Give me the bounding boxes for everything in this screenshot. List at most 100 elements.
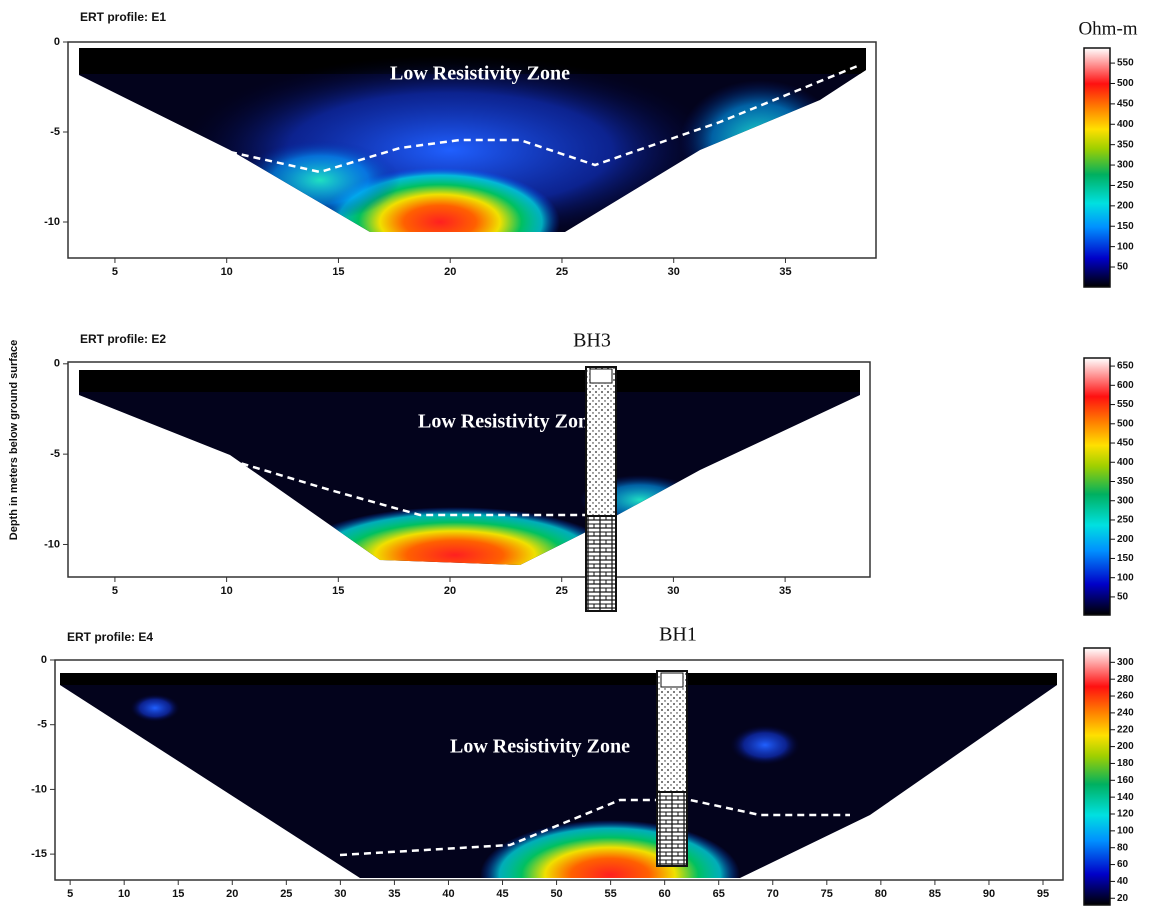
x-tick-label: 90 xyxy=(983,888,995,900)
x-tick-label: 35 xyxy=(779,266,791,278)
colorbar xyxy=(1083,647,1111,906)
colorbar-tick-label: 150 xyxy=(1117,221,1134,232)
x-tick-label: 30 xyxy=(334,888,346,900)
colorbar-tick-label: 100 xyxy=(1117,825,1134,836)
borehole-sand xyxy=(585,366,617,517)
resistivity-blob xyxy=(295,507,615,565)
boundary-line xyxy=(229,63,861,174)
x-tick-label: 25 xyxy=(556,585,568,597)
colorbar-tick-label: 350 xyxy=(1117,476,1134,487)
borehole-label: BH1 xyxy=(659,624,697,646)
colorbar-tick-label: 160 xyxy=(1117,775,1134,786)
y-tick-label: 0 xyxy=(41,654,47,666)
x-tick-label: 15 xyxy=(332,266,344,278)
colorbar-tick-label: 280 xyxy=(1117,674,1134,685)
colorbar-tick-label: 350 xyxy=(1117,139,1134,150)
colorbar-tick-label: 100 xyxy=(1117,241,1134,252)
x-tick-label: 20 xyxy=(444,266,456,278)
zone-annotation: Low Resistivity Zone xyxy=(390,63,570,85)
colorbar-tick-label: 500 xyxy=(1117,78,1134,89)
colorbar-tick-label: 450 xyxy=(1117,99,1134,110)
colorbar-tick-label: 200 xyxy=(1117,741,1134,752)
x-tick-label: 10 xyxy=(220,585,232,597)
colorbar-tick-label: 220 xyxy=(1117,724,1134,735)
colorbar-tick-label: 80 xyxy=(1117,842,1129,853)
x-tick-label: 95 xyxy=(1037,888,1049,900)
colorbar-tick-label: 250 xyxy=(1117,180,1134,191)
x-tick-label: 5 xyxy=(112,266,118,278)
resistivity-section xyxy=(79,370,860,565)
x-tick-label: 25 xyxy=(280,888,292,900)
x-tick-label: 5 xyxy=(112,585,118,597)
x-tick-label: 15 xyxy=(332,585,344,597)
colorbar-tick-label: 200 xyxy=(1117,200,1134,211)
x-tick-label: 45 xyxy=(496,888,508,900)
x-tick-label: 60 xyxy=(659,888,671,900)
colorbar-tick-label: 100 xyxy=(1117,572,1134,583)
panel-title: ERT profile: E2 xyxy=(80,332,166,346)
resistivity-section xyxy=(60,673,1057,878)
borehole-rock xyxy=(585,515,617,612)
x-tick-label: 55 xyxy=(604,888,616,900)
x-tick-label: 65 xyxy=(713,888,725,900)
colorbar-tick-label: 400 xyxy=(1117,457,1134,468)
x-tick-label: 30 xyxy=(667,585,679,597)
colorbar xyxy=(1083,357,1111,616)
colorbar-tick-label: 140 xyxy=(1117,792,1134,803)
y-tick-label: -15 xyxy=(31,848,47,860)
x-tick-label: 5 xyxy=(67,888,73,900)
borehole-cap xyxy=(660,672,684,688)
x-tick-label: 75 xyxy=(821,888,833,900)
x-tick-label: 20 xyxy=(226,888,238,900)
x-tick-label: 20 xyxy=(444,585,456,597)
colorbar-unit: Ohm-m xyxy=(1078,18,1137,39)
y-tick-label: 0 xyxy=(54,358,60,370)
x-tick-label: 10 xyxy=(221,266,233,278)
y-tick-label: 0 xyxy=(54,36,60,48)
y-tick-label: -5 xyxy=(50,126,60,138)
x-tick-label: 15 xyxy=(172,888,184,900)
boundary-line xyxy=(339,798,850,857)
colorbar-tick-label: 260 xyxy=(1117,691,1134,702)
colorbar-tick-label: 180 xyxy=(1117,758,1134,769)
x-tick-label: 85 xyxy=(929,888,941,900)
y-tick-label: -10 xyxy=(44,538,60,550)
x-tick-label: 70 xyxy=(767,888,779,900)
borehole-sand xyxy=(656,670,688,793)
colorbar-tick-label: 40 xyxy=(1117,876,1129,887)
y-tick-label: -10 xyxy=(31,783,47,795)
colorbar-tick-label: 150 xyxy=(1117,553,1134,564)
colorbar-tick-label: 550 xyxy=(1117,399,1134,410)
y-axis-label: Depth in meters below ground surface xyxy=(8,340,20,540)
colorbar-tick-label: 250 xyxy=(1117,515,1134,526)
colorbar-tick-label: 60 xyxy=(1117,859,1129,870)
colorbar-tick-label: 300 xyxy=(1117,495,1134,506)
colorbar-tick-label: 650 xyxy=(1117,361,1134,372)
borehole-label: BH3 xyxy=(573,330,611,352)
y-tick-label: -5 xyxy=(37,719,47,731)
x-tick-label: 30 xyxy=(668,266,680,278)
x-tick-label: 50 xyxy=(550,888,562,900)
x-tick-label: 25 xyxy=(556,266,568,278)
y-tick-label: -5 xyxy=(50,448,60,460)
colorbar-tick-label: 20 xyxy=(1117,893,1129,904)
colorbar-tick-label: 400 xyxy=(1117,119,1134,130)
x-tick-label: 35 xyxy=(779,585,791,597)
panel-title: ERT profile: E4 xyxy=(67,630,153,644)
colorbar-tick-label: 300 xyxy=(1117,160,1134,171)
zone-annotation: Low Resistivity Zone xyxy=(450,736,630,758)
colorbar-tick-label: 550 xyxy=(1117,58,1134,69)
y-tick-label: -10 xyxy=(44,216,60,228)
colorbar-tick-label: 300 xyxy=(1117,657,1134,668)
boundary-line xyxy=(229,458,600,517)
zone-annotation: Low Resistivity Zone xyxy=(418,411,598,433)
borehole-cap xyxy=(589,368,613,384)
colorbar-tick-label: 120 xyxy=(1117,809,1134,820)
resistivity-blob xyxy=(130,694,180,722)
panel-title: ERT profile: E1 xyxy=(80,10,166,24)
colorbar-tick-label: 50 xyxy=(1117,262,1129,273)
x-tick-label: 80 xyxy=(875,888,887,900)
top-band xyxy=(60,673,1057,685)
resistivity-blob xyxy=(730,725,800,765)
